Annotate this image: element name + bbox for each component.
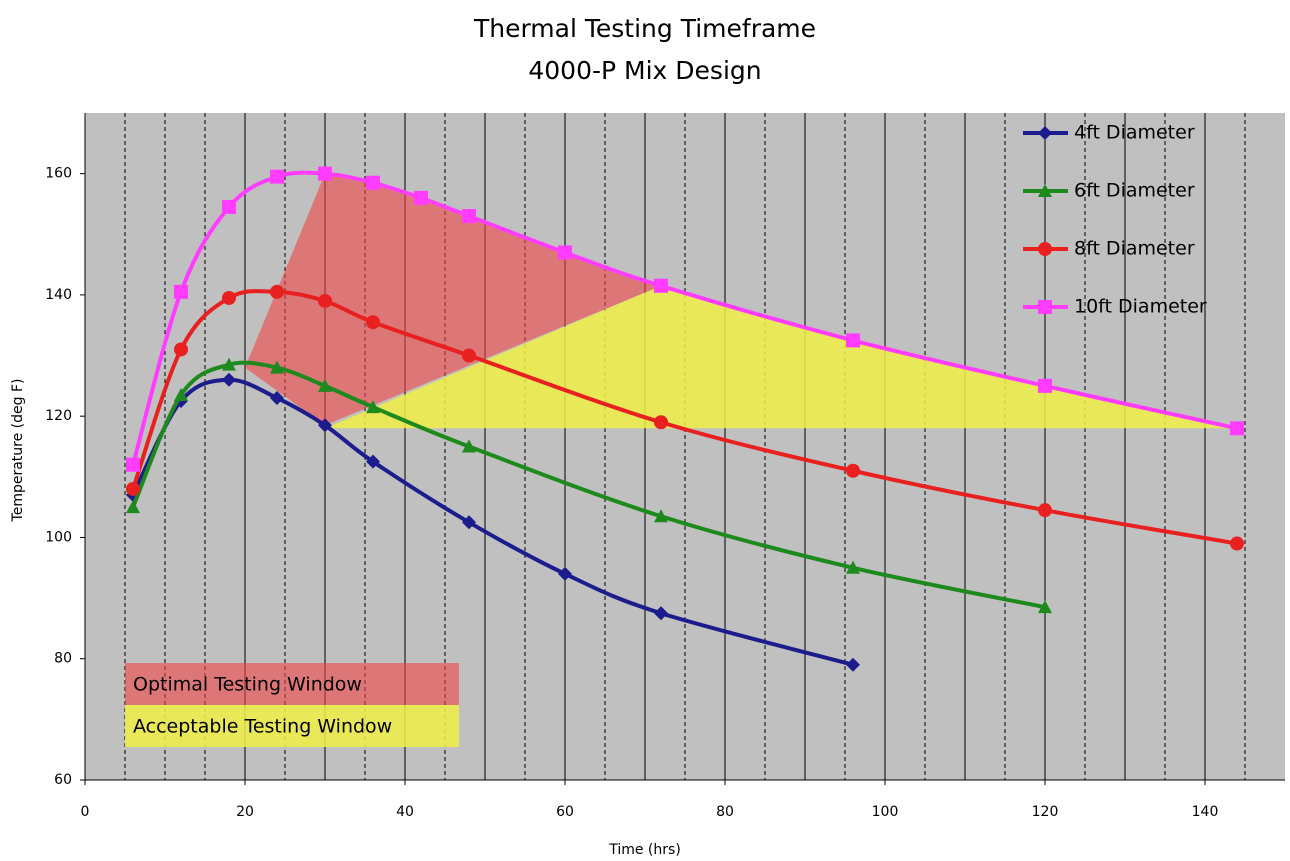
marker: [366, 454, 380, 469]
marker: [126, 500, 140, 514]
marker: [174, 387, 188, 401]
marker: [222, 290, 236, 305]
chart-title: Thermal Testing Timeframe: [473, 14, 816, 43]
x-tick-label: 140: [1192, 804, 1219, 820]
x-tick-label: 60: [556, 804, 574, 820]
chart-subtitle: 4000-P Mix Design: [528, 56, 761, 85]
marker: [462, 439, 476, 453]
legend-label: 6ft Diameter: [1074, 180, 1195, 202]
y-tick-label: 140: [45, 287, 72, 303]
marker: [846, 560, 860, 574]
marker: [462, 209, 476, 224]
x-tick-label: 20: [236, 804, 254, 820]
y-tick-label: 80: [54, 651, 72, 667]
marker: [366, 400, 380, 414]
marker: [174, 342, 188, 357]
marker: [318, 378, 332, 392]
marker: [270, 360, 284, 374]
marker: [846, 463, 860, 478]
marker: [654, 278, 668, 293]
marker: [318, 418, 332, 433]
y-axis-label: Temperature (deg F): [10, 379, 26, 523]
marker: [1038, 300, 1052, 314]
marker: [366, 175, 380, 190]
x-tick-label: 40: [396, 804, 414, 820]
marker: [126, 457, 140, 472]
testing-window: [325, 285, 1237, 429]
y-tick-label: 60: [54, 772, 72, 788]
legend-label: 10ft Diameter: [1074, 296, 1207, 318]
marker: [1038, 184, 1052, 197]
marker: [1038, 242, 1052, 256]
marker: [654, 606, 668, 621]
marker: [414, 190, 428, 205]
legend-label: 8ft Diameter: [1074, 238, 1195, 260]
testing-window: [245, 173, 661, 426]
x-tick-label: 0: [81, 804, 90, 820]
marker: [558, 245, 572, 260]
marker: [462, 515, 476, 530]
series-line: [131, 360, 1046, 610]
marker: [654, 509, 668, 523]
marker: [1038, 126, 1052, 140]
region-legend-box: [125, 663, 459, 705]
marker: [222, 372, 236, 387]
legend-label: 4ft Diameter: [1074, 122, 1195, 144]
marker: [270, 390, 284, 405]
marker: [846, 657, 860, 672]
marker: [1230, 536, 1244, 551]
region-legend-box: [125, 705, 459, 747]
y-tick-label: 160: [45, 166, 72, 182]
marker: [654, 415, 668, 430]
marker: [270, 169, 284, 184]
marker: [462, 348, 476, 363]
x-tick-label: 100: [872, 804, 899, 820]
marker: [318, 293, 332, 308]
marker: [174, 284, 188, 299]
y-tick-label: 100: [45, 529, 72, 545]
marker: [1038, 378, 1052, 393]
x-tick-label: 80: [716, 804, 734, 820]
marker: [270, 284, 284, 299]
region-legend-label: Acceptable Testing Window: [133, 716, 392, 738]
y-tick-label: 120: [45, 408, 72, 424]
marker: [126, 481, 140, 496]
marker: [366, 315, 380, 330]
marker: [1038, 600, 1052, 614]
marker: [318, 166, 332, 181]
marker: [1230, 421, 1244, 436]
marker: [558, 566, 572, 581]
marker: [222, 357, 236, 371]
region-legend-label: Optimal Testing Window: [133, 674, 362, 696]
marker: [846, 333, 860, 348]
x-tick-label: 120: [1032, 804, 1059, 820]
x-axis-label: Time (hrs): [608, 842, 681, 858]
marker: [1038, 503, 1052, 518]
marker: [222, 199, 236, 214]
